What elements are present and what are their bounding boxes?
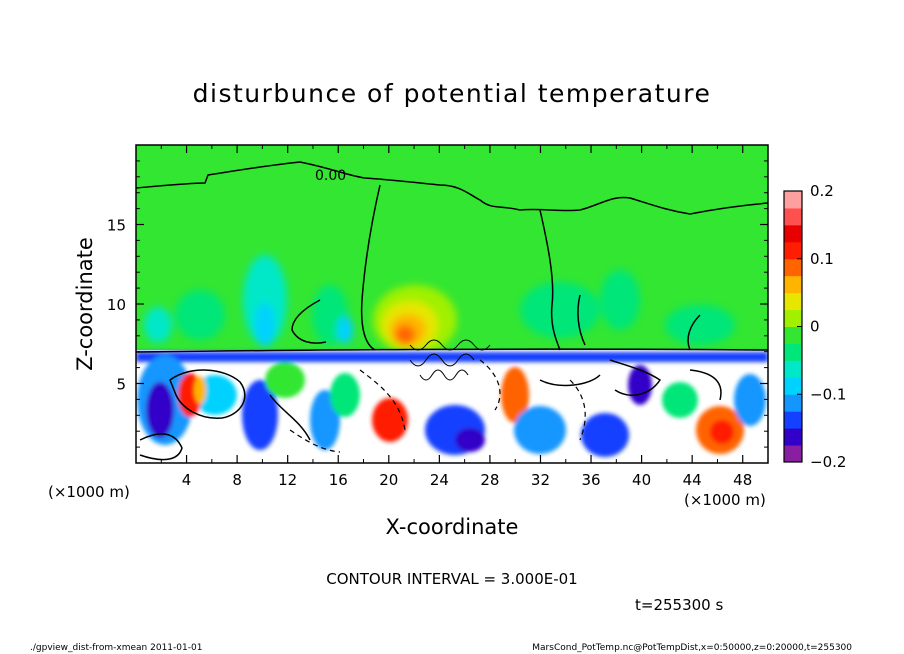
colorbar-segment: [784, 224, 802, 243]
colorbar-segment: [784, 394, 802, 412]
contour-interval-text: CONTOUR INTERVAL = 3.000E-01: [326, 570, 577, 588]
y-axis-label: Z-coordinate: [73, 237, 97, 371]
colorbar-segment: [784, 428, 802, 446]
x-tick-label: 40: [632, 471, 651, 489]
chart-title: disturbunce of potential temperature: [193, 79, 712, 108]
x-tick-label: 32: [531, 471, 550, 489]
colorbar-tick-label: −0.2: [810, 453, 846, 471]
colorbar: 0.2 0.1 0 −0.1 −0.2: [783, 182, 846, 471]
colorbar-segment: [784, 411, 802, 429]
negative-contours: [289, 359, 586, 453]
colorbar-segment: [784, 377, 802, 395]
y-tick-label: 15: [107, 217, 126, 235]
x-tick-label: 8: [232, 471, 242, 489]
turbulent-contours: [409, 339, 491, 381]
colorbar-segment: [784, 275, 802, 294]
footer-right: MarsCond_PotTemp.nc@PotTempDist,x=0:5000…: [532, 643, 852, 653]
x-tick-label: 12: [278, 471, 297, 489]
x-axis-label: X-coordinate: [386, 515, 519, 539]
colorbar-segment: [784, 258, 802, 277]
colorbar-segment: [784, 343, 802, 361]
colorbar-tick-label: 0.2: [810, 182, 834, 200]
y-tick-label: 10: [107, 296, 126, 314]
colorbar-segment: [784, 445, 802, 463]
heatmap-field: [136, 145, 768, 463]
y-tick-label: 5: [116, 376, 126, 394]
colorbar-tick-label: −0.1: [810, 385, 846, 403]
x-tick-label: 48: [733, 471, 752, 489]
upper-field-shading: [144, 255, 735, 355]
contour-lines: [136, 161, 768, 461]
x-axis: 4 8 12 16 20 24 28 32 36 40 44 48: [160, 145, 752, 489]
x-tick-label: 36: [581, 471, 600, 489]
colorbar-segment: [784, 207, 802, 226]
colorbar-segment: [784, 360, 802, 378]
z-unit-label: (×1000 m): [48, 483, 130, 501]
lower-field-shading: [136, 352, 768, 457]
colorbar-segment: [784, 241, 802, 260]
y-axis: 5 10 15: [107, 160, 768, 448]
colorbar-segment: [784, 292, 802, 311]
x-tick-label: 4: [182, 471, 192, 489]
x-tick-label: 28: [480, 471, 499, 489]
x-tick-label: 16: [329, 471, 348, 489]
colorbar-segment: [784, 326, 802, 344]
contour-value-label: 0.00: [315, 168, 346, 184]
colorbar-tick-label: 0.1: [810, 250, 834, 268]
colorbar-segment: [784, 309, 802, 327]
x-unit-label: (×1000 m): [684, 491, 766, 509]
x-tick-label: 44: [683, 471, 702, 489]
x-tick-label: 24: [430, 471, 449, 489]
colorbar-segment: [784, 191, 802, 209]
x-tick-label: 20: [379, 471, 398, 489]
colorbar-tick-label: 0: [810, 318, 820, 336]
footer-left: ./gpview_dist-from-xmean 2011-01-01: [30, 643, 202, 653]
time-label: t=255300 s: [635, 596, 723, 614]
